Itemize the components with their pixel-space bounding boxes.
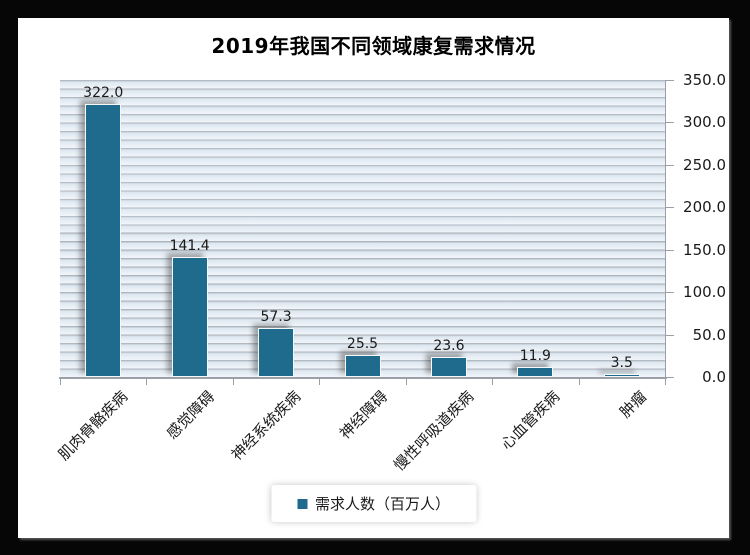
- category-label-感觉障碍: 感觉障碍: [162, 387, 218, 443]
- bar-肿瘤: [603, 374, 640, 377]
- bar-慢性呼吸道疾病: [430, 357, 467, 377]
- y-tick: [665, 292, 674, 294]
- legend-series-label: 需求人数（百万人）: [314, 495, 451, 513]
- bar-心血管疾病: [517, 367, 554, 377]
- bar-肌肉骨骼疾病: [85, 104, 122, 377]
- legend: 需求人数（百万人）: [270, 485, 477, 522]
- chart-card: 2019年我国不同领域康复需求情况 322.0 141.4 57.3 25.5 23.6…: [18, 18, 729, 538]
- y-tick: [665, 80, 674, 81]
- bar-神经障碍: [344, 355, 381, 377]
- x-tick: [146, 379, 148, 385]
- y-axis-tick-label: 250.0: [683, 155, 726, 174]
- bar-value-label: 141.4: [169, 238, 210, 254]
- bar-value-label: 25.5: [346, 336, 379, 352]
- y-axis-tick-label: 50.0: [692, 325, 726, 344]
- x-tick: [60, 379, 61, 385]
- y-axis-line-right: [665, 80, 666, 379]
- x-tick: [492, 379, 494, 385]
- x-tick: [405, 379, 407, 385]
- bar-神经系统疾病: [258, 328, 295, 377]
- bar-感觉障碍: [171, 257, 208, 377]
- y-axis-tick-label: 200.0: [683, 198, 726, 217]
- bar-value-label: 57.3: [260, 309, 292, 325]
- y-tick: [665, 377, 674, 378]
- bar-value-label: 322.0: [83, 85, 124, 101]
- y-axis-tick-label: 150.0: [683, 240, 726, 259]
- legend-swatch-icon: [296, 498, 307, 509]
- bar-value-label: 11.9: [519, 348, 551, 364]
- category-label-肿瘤: 肿瘤: [615, 387, 650, 422]
- y-tick: [665, 334, 674, 336]
- y-tick: [665, 164, 674, 166]
- x-tick: [578, 379, 580, 385]
- x-axis-line: [59, 377, 667, 379]
- plot-area: 322.0 141.4 57.3 25.5 23.6 11.9 3.5: [60, 80, 665, 377]
- x-tick: [319, 379, 321, 385]
- category-label-肌肉骨骼疾病: 肌肉骨骼疾病: [54, 387, 132, 464]
- y-axis-tick-label: 350.0: [683, 71, 726, 89]
- x-tick: [665, 379, 666, 385]
- y-axis-tick-label: 0.0: [702, 368, 726, 386]
- chart-title: 2019年我国不同领域康复需求情况: [211, 34, 536, 58]
- bar-value-label: 3.5: [610, 355, 633, 371]
- x-tick: [232, 379, 234, 385]
- y-tick: [665, 207, 674, 209]
- bar-value-label: 23.6: [433, 338, 465, 354]
- y-tick: [665, 249, 674, 251]
- y-axis-tick-label: 300.0: [683, 113, 726, 132]
- y-axis-tick-label: 100.0: [683, 283, 726, 302]
- y-tick: [665, 122, 674, 124]
